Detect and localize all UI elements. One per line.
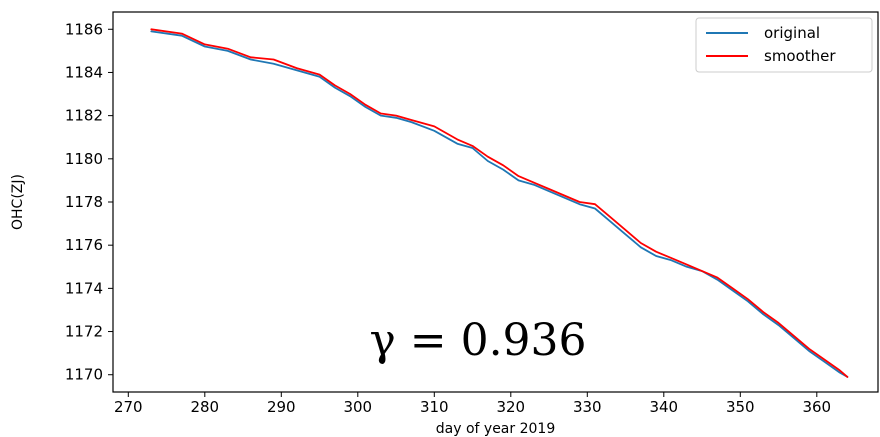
y-tick-label: 1174 xyxy=(65,279,103,297)
gamma-annotation: γ = 0.936 xyxy=(369,315,586,366)
x-axis-ticks: 270 280 290 300 310 320 330 340 350 360 xyxy=(114,392,831,416)
y-tick-label: 1176 xyxy=(65,236,103,254)
y-tick-label: 1186 xyxy=(65,20,103,38)
x-tick-label: 350 xyxy=(726,398,755,416)
y-tick-label: 1184 xyxy=(65,63,103,81)
x-tick-label: 270 xyxy=(114,398,143,416)
y-tick-label: 1182 xyxy=(65,107,103,125)
x-tick-label: 320 xyxy=(496,398,525,416)
x-tick-label: 290 xyxy=(267,398,296,416)
x-tick-label: 340 xyxy=(649,398,678,416)
legend-label-original: original xyxy=(764,24,820,42)
legend-label-smoother: smoother xyxy=(764,47,836,65)
y-tick-label: 1172 xyxy=(65,323,103,341)
legend-box xyxy=(695,17,873,73)
y-axis-ticks: 1170 1172 1174 1176 1178 1180 1182 1184 1186 xyxy=(65,20,113,384)
x-tick-label: 300 xyxy=(343,398,372,416)
x-axis-label: day of year 2019 xyxy=(436,421,555,437)
y-axis-label: OHC(ZJ) xyxy=(10,174,26,230)
x-tick-label: 330 xyxy=(573,398,602,416)
x-tick-label: 280 xyxy=(190,398,219,416)
y-tick-label: 1170 xyxy=(65,366,103,384)
x-tick-label: 310 xyxy=(420,398,449,416)
legend: original smoother xyxy=(695,17,873,73)
y-tick-label: 1180 xyxy=(65,150,103,168)
series-line-original xyxy=(150,30,849,378)
series-line-smoother xyxy=(150,28,849,378)
x-tick-label: 360 xyxy=(802,398,831,416)
plot-lines xyxy=(150,28,849,378)
y-tick-label: 1178 xyxy=(65,193,103,211)
